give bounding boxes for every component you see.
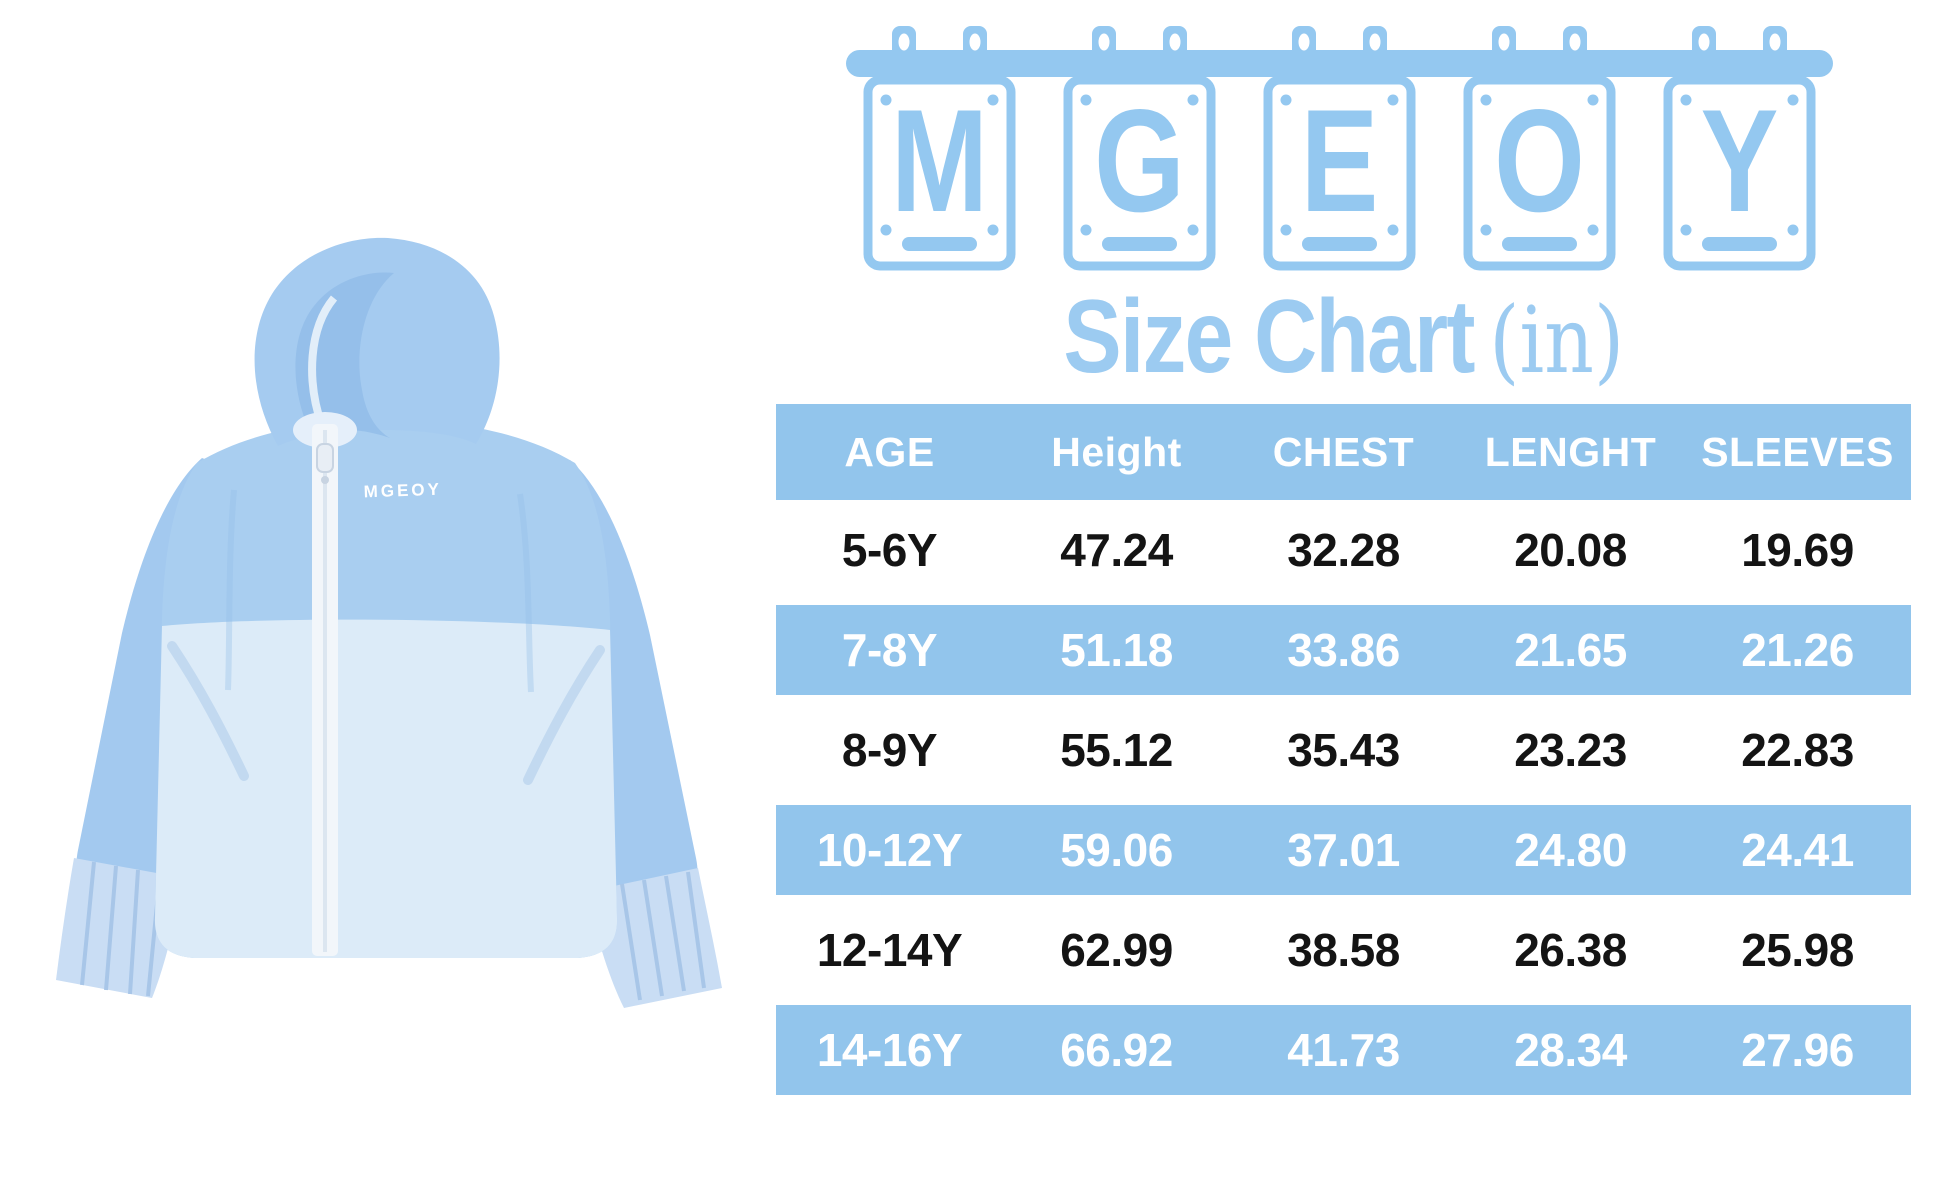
brand-tag-e: E — [1262, 22, 1417, 272]
cell-chest: 37.01 — [1287, 824, 1400, 876]
tag-frame-icon — [863, 26, 1016, 271]
cell-sleeves: 21.26 — [1741, 624, 1854, 676]
table-header-row: AGE Height CHEST LENGHT SLEEVES — [776, 404, 1911, 500]
cell-sleeves: 25.98 — [1741, 924, 1854, 976]
cell-age: 7-8Y — [841, 624, 938, 676]
column-header-length: LENGHT — [1484, 428, 1657, 475]
brand-tag-o: O — [1462, 22, 1617, 272]
logo-tag-row: M G — [862, 22, 1817, 272]
cell-length: 23.23 — [1514, 724, 1627, 776]
cell-height: 55.12 — [1060, 724, 1173, 776]
cell-height: 62.99 — [1060, 924, 1173, 976]
size-chart-unit: (in) — [1489, 287, 1624, 394]
brand-tag-g: G — [1062, 22, 1217, 272]
tag-frame-icon — [1263, 26, 1416, 271]
cell-sleeves: 27.96 — [1741, 1024, 1854, 1076]
jacket-product-image: MGEOY — [22, 228, 752, 1028]
cell-length: 24.80 — [1514, 824, 1627, 876]
jacket-left-cuff — [56, 858, 184, 998]
tag-frame-icon — [1063, 26, 1216, 271]
jacket-illustration: MGEOY — [56, 237, 722, 1008]
cell-chest: 33.86 — [1287, 624, 1400, 676]
cell-age: 12-14Y — [816, 924, 963, 976]
cell-height: 66.92 — [1060, 1024, 1173, 1076]
table-row-10-12y: 10-12Y 59.06 37.01 24.80 24.41 — [776, 800, 1911, 900]
cell-length: 20.08 — [1514, 524, 1627, 576]
table-row-8-9y: 8-9Y 55.12 35.43 23.23 22.83 — [776, 700, 1911, 800]
cell-height: 47.24 — [1060, 524, 1173, 576]
table-row-12-14y: 12-14Y 62.99 38.58 26.38 25.98 — [776, 900, 1911, 1000]
tag-frame-icon — [1663, 26, 1816, 271]
brand-letter: G — [1094, 79, 1185, 242]
cell-chest: 32.28 — [1287, 524, 1400, 576]
cell-height: 51.18 — [1060, 624, 1173, 676]
table-row-7-8y: 7-8Y 51.18 33.86 21.65 21.26 — [776, 600, 1911, 700]
logo-hanger-rail — [846, 50, 1833, 77]
cell-length: 28.34 — [1514, 1024, 1627, 1076]
brand-tag-m: M — [862, 22, 1017, 272]
jacket-fold-shading — [225, 489, 534, 693]
cell-sleeves: 24.41 — [1741, 824, 1854, 876]
cell-age: 10-12Y — [816, 824, 963, 876]
page-title: Size Chart (in) — [776, 278, 1911, 397]
cell-chest: 38.58 — [1287, 924, 1400, 976]
cell-age: 14-16Y — [816, 1024, 963, 1076]
jacket-right-cuff — [586, 868, 722, 1008]
table-row-14-16y: 14-16Y 66.92 41.73 28.34 27.96 — [776, 1000, 1911, 1100]
column-header-sleeves: SLEEVES — [1701, 428, 1894, 475]
column-header-age: AGE — [844, 428, 935, 475]
brand-letter: O — [1494, 79, 1585, 242]
cell-chest: 35.43 — [1287, 724, 1400, 776]
cell-sleeves: 19.69 — [1741, 524, 1854, 576]
jacket-left-pocket — [167, 641, 249, 781]
cell-age: 5-6Y — [841, 524, 938, 576]
jacket-right-pocket — [523, 645, 605, 785]
jacket-hood — [254, 237, 500, 446]
tag-frame-icon — [1463, 26, 1616, 271]
cell-length: 21.65 — [1514, 624, 1627, 676]
jacket-chest-logo: MGEOY — [363, 480, 442, 502]
cell-chest: 41.73 — [1287, 1024, 1400, 1076]
cell-age: 8-9Y — [841, 724, 938, 776]
column-header-height: Height — [1051, 428, 1182, 475]
cell-length: 26.38 — [1514, 924, 1627, 976]
brand-letter: Y — [1700, 79, 1779, 242]
cell-height: 59.06 — [1060, 824, 1173, 876]
cell-sleeves: 22.83 — [1741, 724, 1854, 776]
column-header-chest: CHEST — [1272, 428, 1415, 475]
jacket-bottom-panel — [154, 619, 618, 958]
table-row-5-6y: 5-6Y 47.24 32.28 20.08 19.69 — [776, 500, 1911, 600]
size-chart-title: Size Chart — [1063, 279, 1475, 395]
brand-letter: M — [890, 79, 989, 242]
brand-logo: M G — [846, 22, 1833, 274]
brand-letter: E — [1300, 79, 1379, 242]
size-chart-table: AGE Height CHEST LENGHT SLEEVES 5-6Y 47.… — [776, 404, 1911, 1100]
jacket-zipper — [293, 412, 357, 956]
brand-tag-y: Y — [1662, 22, 1817, 272]
